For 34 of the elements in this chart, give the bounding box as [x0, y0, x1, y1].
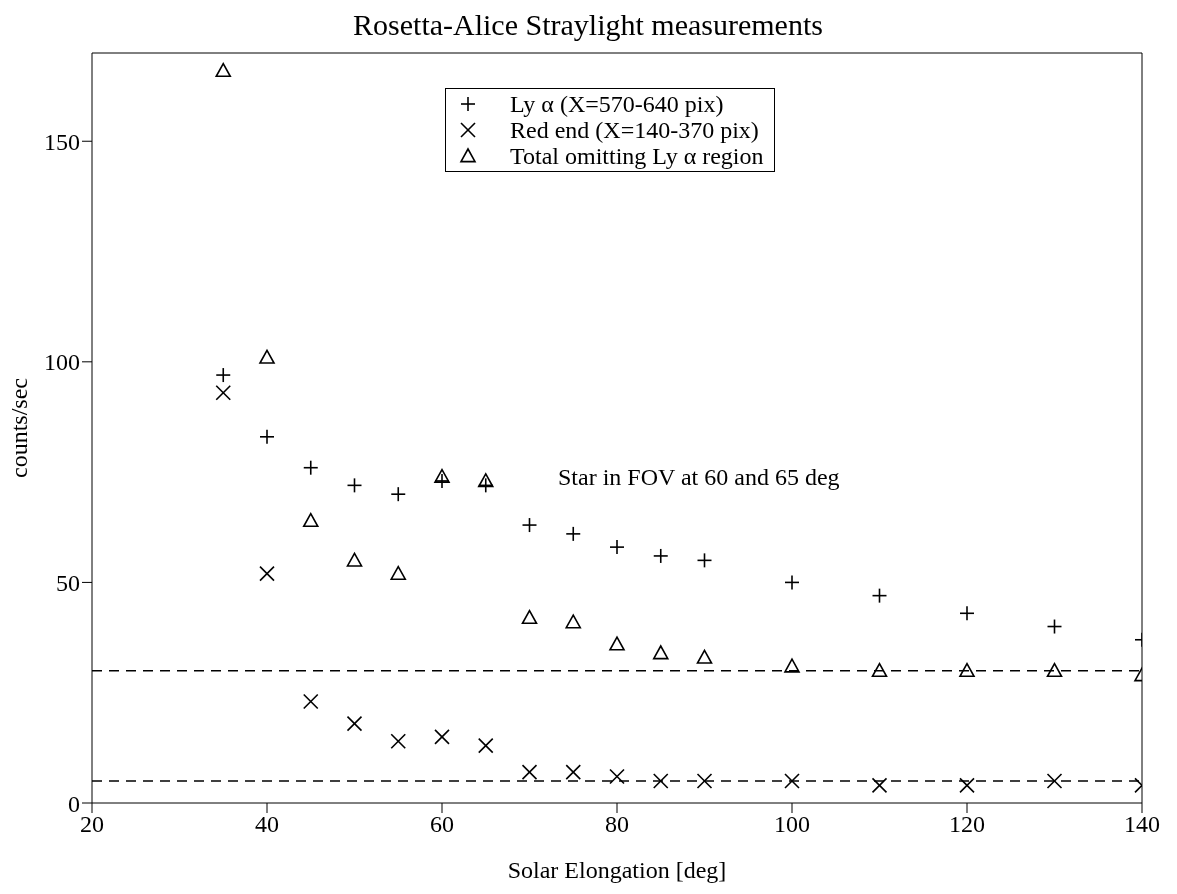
y-tick-label: 150 [44, 128, 80, 155]
y-tick-label: 50 [56, 569, 80, 596]
point [784, 658, 800, 673]
x-tick-label: 120 [949, 811, 985, 838]
point [477, 473, 494, 488]
point [215, 62, 232, 78]
x-tick-label: 80 [605, 811, 629, 838]
x-tick-label: 140 [1124, 811, 1160, 838]
point [346, 552, 363, 567]
x-axis-title: Solar Elongation [deg] [507, 857, 727, 883]
point [259, 349, 275, 364]
point [1046, 662, 1063, 678]
point [871, 662, 888, 678]
point [609, 636, 625, 651]
point [565, 614, 582, 629]
point [390, 565, 407, 580]
x-tick-label: 20 [80, 811, 104, 838]
y-tick-label: 100 [44, 349, 80, 376]
point [302, 512, 319, 528]
y-axis-title: counts/sec [5, 378, 32, 478]
point [696, 649, 713, 664]
legend-label: Ly α (X=570-640 pix) [510, 91, 724, 117]
point [434, 468, 450, 483]
point [959, 662, 975, 678]
y-tick-label: 0 [68, 790, 80, 817]
chart-title: Rosetta-Alice Straylight measurements [352, 8, 824, 42]
x-tick-label: 60 [430, 811, 454, 838]
x-tick-label: 40 [255, 811, 279, 838]
legend-label: Red end (X=140-370 pix) [510, 117, 759, 143]
legend-label: Total omitting Ly α region [510, 143, 764, 169]
annotation: Star in FOV at 60 and 65 deg [558, 464, 840, 491]
point [521, 609, 538, 625]
x-tick-label: 100 [774, 811, 810, 838]
point [652, 645, 669, 660]
